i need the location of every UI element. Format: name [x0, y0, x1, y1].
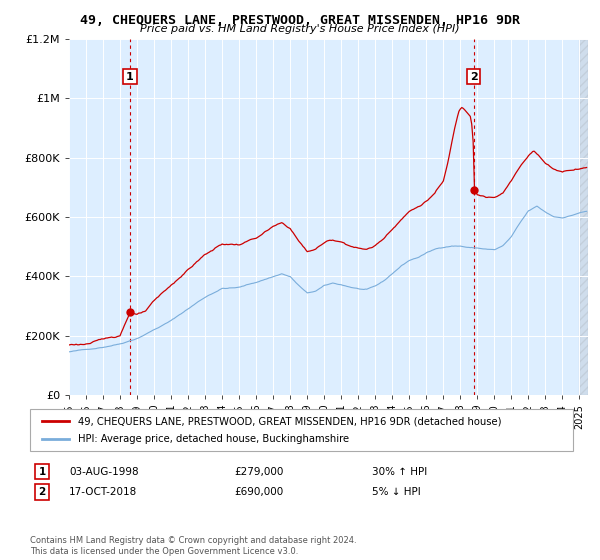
Text: 03-AUG-1998: 03-AUG-1998: [69, 466, 139, 477]
Text: 5% ↓ HPI: 5% ↓ HPI: [372, 487, 421, 497]
Text: £279,000: £279,000: [234, 466, 283, 477]
Text: 49, CHEQUERS LANE, PRESTWOOD, GREAT MISSENDEN, HP16 9DR (detached house): 49, CHEQUERS LANE, PRESTWOOD, GREAT MISS…: [78, 417, 502, 426]
Text: Contains HM Land Registry data © Crown copyright and database right 2024.
This d: Contains HM Land Registry data © Crown c…: [30, 536, 356, 556]
Text: 2: 2: [470, 72, 478, 82]
Text: HPI: Average price, detached house, Buckinghamshire: HPI: Average price, detached house, Buck…: [78, 434, 349, 444]
Text: 1: 1: [126, 72, 134, 82]
Text: £690,000: £690,000: [234, 487, 283, 497]
Text: 17-OCT-2018: 17-OCT-2018: [69, 487, 137, 497]
Text: 2: 2: [38, 487, 46, 497]
Text: Price paid vs. HM Land Registry's House Price Index (HPI): Price paid vs. HM Land Registry's House …: [140, 24, 460, 34]
Text: 1: 1: [38, 466, 46, 477]
Text: 30% ↑ HPI: 30% ↑ HPI: [372, 466, 427, 477]
Text: 49, CHEQUERS LANE, PRESTWOOD, GREAT MISSENDEN, HP16 9DR: 49, CHEQUERS LANE, PRESTWOOD, GREAT MISS…: [80, 14, 520, 27]
Bar: [580, 39, 588, 395]
